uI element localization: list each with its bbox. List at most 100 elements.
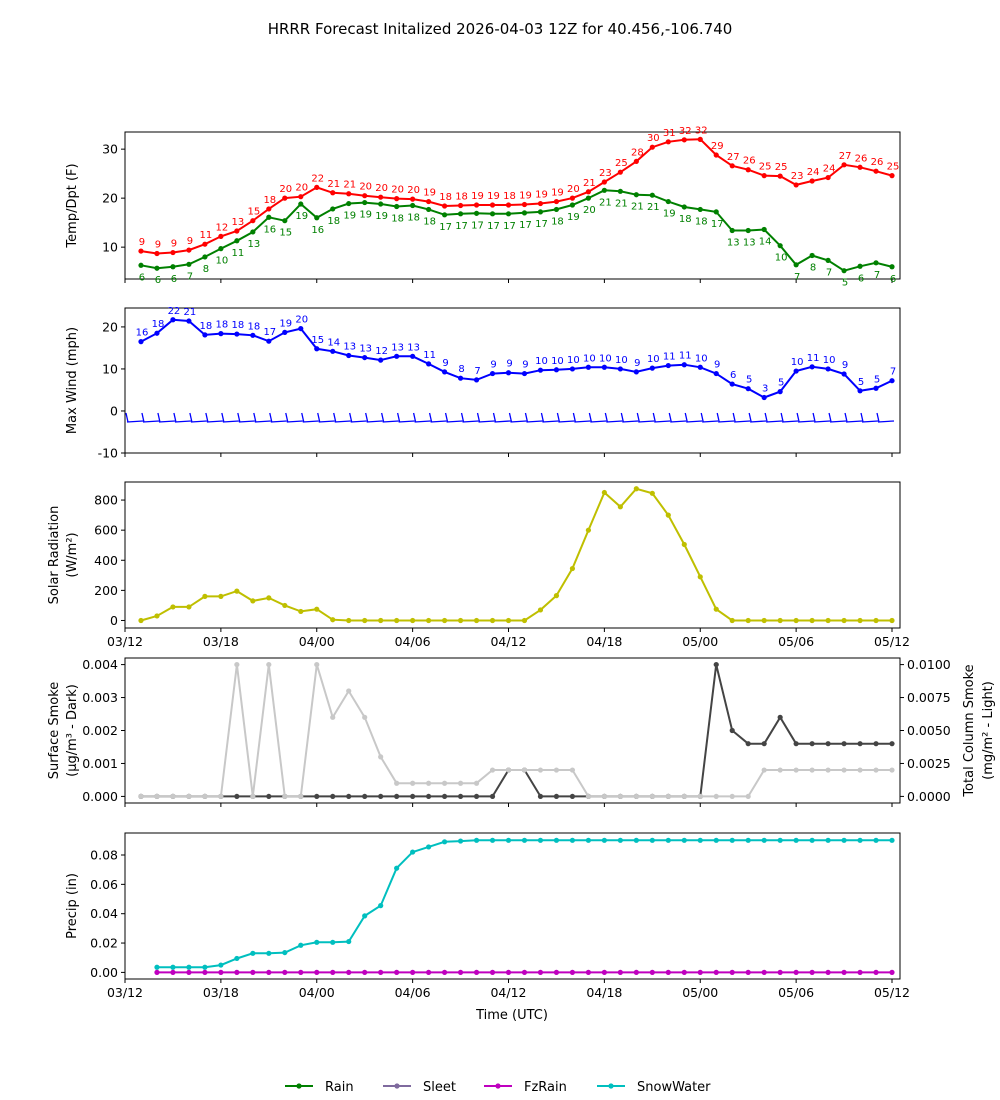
data-point <box>473 780 480 786</box>
data-point <box>649 490 655 496</box>
wind-barb-flag <box>460 412 465 423</box>
data-point <box>617 366 623 372</box>
data-label: 9 <box>171 239 177 250</box>
wind-barb <box>478 420 495 423</box>
data-point <box>457 211 464 217</box>
data-point <box>793 182 799 188</box>
y-tick-label: 30 <box>102 142 118 157</box>
data-point <box>298 194 304 200</box>
data-point <box>873 260 879 266</box>
wind-barb <box>462 420 479 423</box>
series-line <box>140 318 893 399</box>
data-label: 9 <box>506 359 512 370</box>
wind-barb-flag <box>125 412 129 423</box>
y-tick-label: 0.00 <box>90 965 118 980</box>
data-label: 20 <box>375 183 388 194</box>
data-point <box>825 741 831 747</box>
data-label: 20 <box>295 315 308 326</box>
y-right-tick-label: 0.0100 <box>907 657 951 672</box>
data-point <box>218 969 224 975</box>
y-tick-label: 0 <box>110 613 118 628</box>
data-label: 26 <box>855 153 868 164</box>
data-label: 19 <box>535 190 548 201</box>
data-point <box>649 192 655 198</box>
wind-barb-flag <box>700 412 704 423</box>
legend-item-sleet: Sleet <box>383 1080 456 1095</box>
data-point <box>378 903 384 909</box>
data-point <box>681 969 687 975</box>
data-label: 20 <box>279 184 292 195</box>
data-point <box>761 394 767 401</box>
data-point <box>186 604 192 610</box>
y-right-tick-label: 0.0050 <box>907 723 951 738</box>
data-point <box>841 767 847 773</box>
data-point <box>330 969 336 975</box>
wind-barb <box>510 420 527 423</box>
y-tick-label: 20 <box>102 319 118 334</box>
wind-barb-flag <box>317 412 321 423</box>
data-label: 5 <box>778 378 784 389</box>
data-label: 25 <box>775 162 788 173</box>
data-point <box>601 969 607 975</box>
data-point <box>186 969 192 975</box>
data-label: 21 <box>327 179 340 190</box>
data-point <box>649 144 655 150</box>
wind-barb-flag <box>844 412 848 423</box>
data-point <box>234 793 240 800</box>
data-point <box>617 969 623 975</box>
data-label: 32 <box>695 125 708 136</box>
data-point <box>330 348 336 354</box>
data-point <box>777 714 783 720</box>
data-point <box>426 793 432 800</box>
data-point <box>170 249 176 256</box>
wind-barb <box>190 420 207 423</box>
data-point <box>154 265 160 271</box>
data-point <box>250 598 256 604</box>
data-point <box>601 179 607 185</box>
data-point <box>473 837 480 843</box>
wind-barb <box>830 420 847 423</box>
data-point <box>378 969 384 975</box>
data-point <box>825 366 831 372</box>
data-label: 25 <box>759 162 772 173</box>
data-point <box>489 617 496 624</box>
wind-barb-flag <box>205 412 209 423</box>
y-tick-label: 0 <box>110 403 118 418</box>
data-label: 15 <box>279 228 292 239</box>
data-point <box>441 617 448 624</box>
figure-title: HRRR Forecast Initalized 2026-04-03 12Z … <box>268 20 733 38</box>
data-point <box>410 849 416 855</box>
data-point <box>569 202 576 208</box>
data-point <box>633 192 639 198</box>
data-point <box>745 837 751 843</box>
data-label: 19 <box>359 210 372 221</box>
wind-barb <box>238 420 255 423</box>
data-point <box>330 206 336 212</box>
data-point <box>234 331 240 337</box>
data-label: 15 <box>247 207 260 218</box>
wind-barb-flag <box>365 412 369 423</box>
data-point <box>266 950 272 956</box>
wind-barb <box>126 420 144 423</box>
data-point <box>729 227 735 234</box>
legend-item-rain: Rain <box>285 1080 354 1095</box>
y-tick-label: 400 <box>94 553 118 568</box>
data-point <box>873 168 879 174</box>
wind-barb-flag <box>189 412 193 423</box>
data-point <box>649 793 655 800</box>
data-point <box>154 613 160 619</box>
data-label: 19 <box>487 191 500 202</box>
wind-barb <box>558 420 575 423</box>
data-point <box>410 202 416 209</box>
y-right-axis-label: Total Column Smoke <box>962 664 977 797</box>
data-point <box>713 606 719 612</box>
data-point <box>777 173 783 179</box>
data-label: 10 <box>615 355 628 366</box>
data-label: 10 <box>567 355 580 366</box>
y-axis-units: (μg/m³ - Dark) <box>65 684 80 777</box>
x-tick-label: 05/00 <box>682 634 718 649</box>
data-point <box>266 338 272 344</box>
data-point <box>314 969 320 975</box>
wind-barb <box>654 420 671 423</box>
